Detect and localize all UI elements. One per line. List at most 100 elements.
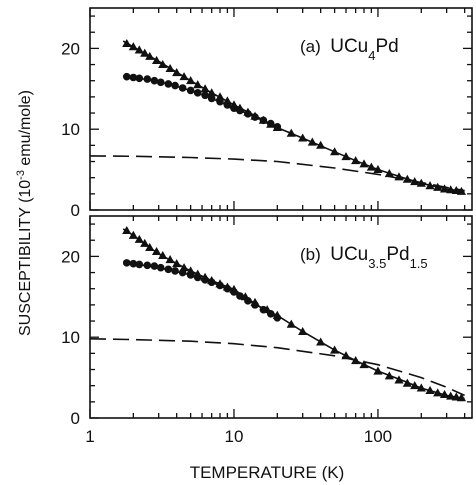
triangle-point [128, 230, 138, 239]
triangle-point [330, 345, 340, 354]
triangle-point [134, 45, 144, 54]
circle-point [266, 119, 275, 128]
triangle-point [446, 185, 456, 194]
circle-point [230, 104, 238, 112]
circle-point [164, 80, 173, 88]
triangle-point [456, 186, 467, 195]
circle-point [122, 72, 131, 81]
triangle-point [351, 156, 361, 165]
triangle-point [151, 55, 162, 64]
triangle-point [402, 378, 412, 387]
triangle-point [373, 366, 383, 375]
panel-frame [89, 215, 473, 419]
circle-point [150, 76, 159, 85]
circle-point [122, 259, 131, 267]
circle-point [223, 284, 232, 293]
triangle-point [446, 391, 456, 400]
triangle-point [186, 76, 196, 85]
triangle-point [351, 356, 361, 365]
circle-point [244, 110, 252, 118]
triangle-point [140, 238, 150, 247]
y-tick-label: 20 [61, 247, 80, 266]
triangle-point [151, 246, 162, 256]
triangle-point [172, 68, 182, 77]
triangle-point [165, 64, 175, 73]
circle-point [156, 263, 165, 272]
dashed-fit-curve [89, 338, 465, 397]
circle-point [171, 81, 179, 90]
triangle-point [359, 159, 369, 168]
circle-point [251, 301, 259, 309]
panel-label: (b) UCu3.5Pd1.5 [300, 244, 428, 271]
circle-point [143, 75, 152, 83]
triangle-point [165, 255, 175, 264]
circle-point [236, 292, 244, 300]
circle-point [244, 297, 252, 305]
circle-point [259, 305, 268, 314]
circle-point [236, 106, 244, 115]
fit-curve [122, 228, 465, 400]
circle-point [223, 101, 232, 109]
triangle-point [433, 182, 443, 191]
triangle-point [134, 234, 144, 243]
triangle-point [286, 128, 296, 137]
circle-point [150, 262, 159, 270]
triangle-point [145, 51, 155, 60]
triangle-point [439, 184, 450, 193]
circle-point [259, 116, 268, 125]
y-tick-label: 0 [71, 201, 80, 220]
triangle-point [456, 393, 467, 402]
circle-point [266, 309, 275, 318]
circle-point [143, 261, 152, 270]
x-axis-label: TEMPERATURE (K) [190, 463, 345, 482]
circle-point [135, 74, 144, 83]
triangle-point [341, 152, 351, 161]
triangle-point [425, 385, 435, 394]
circle-point [129, 259, 138, 268]
circle-point [164, 265, 173, 274]
circle-point [186, 86, 195, 95]
circle-point [135, 260, 144, 269]
triangle-point [158, 59, 168, 69]
triangle-point [425, 181, 435, 190]
dashed-fit-curve [89, 155, 465, 192]
triangle-point [402, 174, 412, 183]
y-axis-label: SUSCEPTIBILITY (10-3 emu/mole) [15, 90, 34, 336]
circle-point [207, 94, 216, 103]
triangle-point [140, 48, 150, 57]
fit-curve [123, 261, 278, 319]
circle-point [216, 97, 224, 106]
y-tick-label: 20 [61, 39, 80, 58]
circle-point [171, 267, 179, 275]
triangle-point [410, 177, 420, 186]
triangle-point [359, 360, 369, 369]
circle-point [230, 288, 238, 296]
triangle-point [122, 225, 132, 234]
panel-label: (a) UCu4Pd [300, 36, 399, 63]
triangle-point [416, 178, 426, 187]
triangle-point [373, 165, 383, 174]
circle-point [251, 113, 259, 121]
triangle-point [179, 72, 189, 81]
triangle-point [366, 162, 376, 171]
circle-point [201, 276, 209, 284]
triangle-point [394, 172, 404, 181]
triangle-point [298, 133, 308, 142]
circle-point [156, 78, 165, 87]
triangle-point [193, 80, 203, 89]
circle-point [178, 268, 187, 277]
panel-frame [89, 7, 473, 211]
circle-point [207, 278, 216, 287]
triangle-point [307, 137, 317, 146]
triangle-point [158, 250, 168, 260]
circle-point [193, 89, 202, 97]
triangle-point [200, 84, 210, 93]
triangle-point [384, 169, 394, 178]
x-tick-label: 10 [225, 427, 244, 446]
triangle-point [128, 42, 138, 51]
triangle-point [330, 147, 340, 156]
triangle-point [439, 389, 450, 399]
y-tick-label: 10 [61, 120, 80, 139]
